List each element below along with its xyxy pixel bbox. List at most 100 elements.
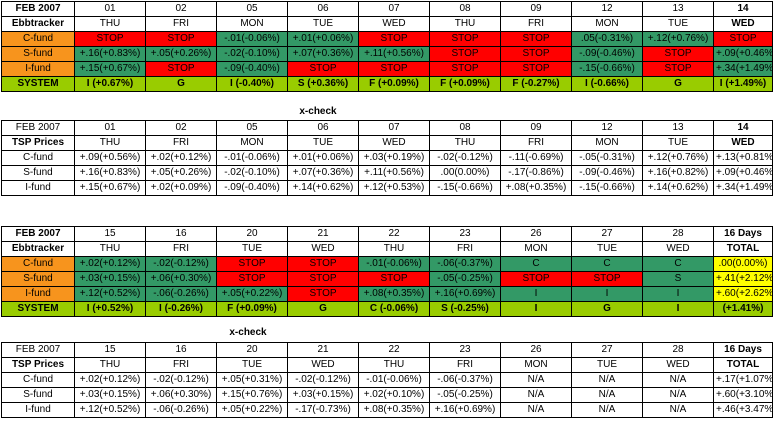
date-header[interactable]: 27 [571, 342, 643, 358]
system-label[interactable]: SYSTEM [1, 76, 75, 92]
system-cell[interactable]: F (-0.27%) [500, 76, 572, 92]
price-cell[interactable]: +.15(+0.67%) [74, 180, 146, 196]
price-cell[interactable]: +.60(+3.10%) [713, 387, 773, 403]
signal-cell[interactable]: +.16(+0.69%) [429, 286, 501, 302]
fund-label[interactable]: S-fund [1, 165, 75, 181]
price-cell[interactable]: -.05(-0.25%) [429, 387, 501, 403]
fund-label[interactable]: I-fund [1, 180, 75, 196]
fund-label[interactable]: S-fund [1, 271, 75, 287]
date-header[interactable]: 12 [571, 120, 643, 136]
date-header[interactable]: 02 [145, 120, 217, 136]
signal-cell[interactable]: STOP [145, 31, 217, 47]
system-cell[interactable]: C (-0.06%) [358, 301, 430, 317]
signal-cell[interactable]: I [642, 286, 714, 302]
date-header[interactable]: 16 Days [713, 226, 773, 242]
system-cell[interactable]: F (+0.09%) [358, 76, 430, 92]
system-cell[interactable]: I (+0.67%) [74, 76, 146, 92]
weekday-header[interactable]: THU [358, 357, 430, 373]
signal-cell[interactable]: -.09(-0.46%) [571, 46, 643, 62]
weekday-header[interactable]: FRI [145, 241, 217, 257]
date-header[interactable]: 16 Days [713, 342, 773, 358]
price-cell[interactable]: N/A [571, 387, 643, 403]
weekday-header[interactable]: FRI [145, 135, 217, 151]
fund-label[interactable]: S-fund [1, 46, 75, 62]
signal-cell[interactable]: -.15(-0.66%) [571, 61, 643, 77]
date-header[interactable]: 28 [642, 342, 714, 358]
date-header[interactable]: 05 [216, 1, 288, 17]
price-cell[interactable]: N/A [500, 372, 572, 388]
price-cell[interactable]: -.01(-0.06%) [216, 150, 288, 166]
signal-cell[interactable]: STOP [642, 61, 714, 77]
date-header[interactable]: 05 [216, 120, 288, 136]
month-header[interactable]: FEB 2007 [1, 1, 75, 17]
signal-cell[interactable]: STOP [216, 256, 288, 272]
weekday-header[interactable]: MON [500, 241, 572, 257]
signal-cell[interactable]: -.06(-0.26%) [145, 286, 217, 302]
signal-cell[interactable]: STOP [429, 46, 501, 62]
price-cell[interactable]: +.08(+0.35%) [500, 180, 572, 196]
tsp-prices-label[interactable]: TSP Prices [1, 135, 75, 151]
signal-cell[interactable]: +.12(+0.76%) [642, 31, 714, 47]
system-cell[interactable]: (+1.41%) [713, 301, 773, 317]
weekday-header[interactable]: THU [358, 241, 430, 257]
weekday-header[interactable]: THU [74, 357, 146, 373]
weekday-header[interactable]: THU [74, 16, 146, 32]
price-cell[interactable]: +.03(+0.15%) [74, 387, 146, 403]
signal-cell[interactable]: I [500, 286, 572, 302]
system-label[interactable]: SYSTEM [1, 301, 75, 317]
price-cell[interactable]: -.02(-0.12%) [429, 150, 501, 166]
price-cell[interactable]: +.14(+0.62%) [287, 180, 359, 196]
price-cell[interactable]: +.13(+0.81%) [713, 150, 773, 166]
price-cell[interactable]: .00(0.00%) [429, 165, 501, 181]
date-header[interactable]: 16 [145, 226, 217, 242]
weekday-header[interactable]: WED [642, 241, 714, 257]
signal-cell[interactable]: +.03(+0.15%) [74, 271, 146, 287]
date-header[interactable]: 23 [429, 226, 501, 242]
signal-cell[interactable]: STOP [500, 46, 572, 62]
date-header[interactable]: 14 [713, 120, 773, 136]
weekday-header[interactable]: FRI [429, 241, 501, 257]
date-header[interactable]: 23 [429, 342, 501, 358]
date-header[interactable]: 26 [500, 342, 572, 358]
weekday-header[interactable]: WED [713, 135, 773, 151]
date-header[interactable]: 13 [642, 120, 714, 136]
price-cell[interactable]: +.01(+0.06%) [287, 150, 359, 166]
price-cell[interactable]: N/A [500, 402, 572, 418]
system-cell[interactable]: G [287, 301, 359, 317]
price-cell[interactable]: +.02(+0.12%) [74, 372, 146, 388]
date-header[interactable]: 07 [358, 120, 430, 136]
date-header[interactable]: 15 [74, 226, 146, 242]
price-cell[interactable]: +.12(+0.76%) [642, 150, 714, 166]
weekday-header[interactable]: WED [287, 241, 359, 257]
signal-cell[interactable]: STOP [713, 31, 773, 47]
signal-cell[interactable]: -.02(-0.12%) [145, 256, 217, 272]
signal-cell[interactable]: STOP [500, 61, 572, 77]
price-cell[interactable]: -.09(-0.46%) [571, 165, 643, 181]
signal-cell[interactable]: +.07(+0.36%) [287, 46, 359, 62]
price-cell[interactable]: +.03(+0.15%) [287, 387, 359, 403]
price-cell[interactable]: +.16(+0.83%) [74, 165, 146, 181]
date-header[interactable]: 21 [287, 342, 359, 358]
month-header[interactable]: FEB 2007 [1, 342, 75, 358]
price-cell[interactable]: +.05(+0.22%) [216, 402, 288, 418]
price-cell[interactable]: +.06(+0.30%) [145, 387, 217, 403]
signal-cell[interactable]: +.05(+0.26%) [145, 46, 217, 62]
signal-cell[interactable]: S [642, 271, 714, 287]
price-cell[interactable]: -.17(-0.73%) [287, 402, 359, 418]
date-header[interactable]: 08 [429, 120, 501, 136]
ebbtracker-label[interactable]: Ebbtracker [1, 241, 75, 257]
price-cell[interactable]: -.02(-0.12%) [287, 372, 359, 388]
price-cell[interactable]: -.15(-0.66%) [571, 180, 643, 196]
price-cell[interactable]: -.17(-0.86%) [500, 165, 572, 181]
date-header[interactable]: 27 [571, 226, 643, 242]
weekday-header[interactable]: TUE [642, 16, 714, 32]
system-cell[interactable]: G [642, 76, 714, 92]
fund-label[interactable]: C-fund [1, 31, 75, 47]
weekday-header[interactable]: MON [571, 135, 643, 151]
price-cell[interactable]: +.46(+3.47%) [713, 402, 773, 418]
signal-cell[interactable]: STOP [429, 31, 501, 47]
signal-cell[interactable]: -.06(-0.37%) [429, 256, 501, 272]
signal-cell[interactable]: STOP [287, 61, 359, 77]
weekday-header[interactable]: THU [429, 16, 501, 32]
weekday-header[interactable]: WED [358, 135, 430, 151]
